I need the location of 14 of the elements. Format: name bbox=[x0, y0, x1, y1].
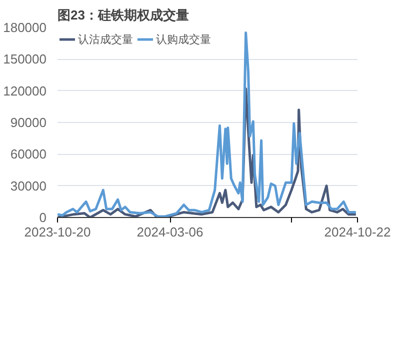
y-tick-label: 180000 bbox=[3, 20, 47, 35]
legend-label: 认购成交量 bbox=[156, 32, 211, 46]
chart-title: 图23：硅铁期权成交量 bbox=[58, 8, 189, 22]
y-tick-label: 150000 bbox=[3, 52, 47, 67]
legend-label: 认沽成交量 bbox=[78, 32, 133, 46]
x-tick-label: 2023-10-20 bbox=[24, 224, 91, 240]
y-tick-label: 90000 bbox=[10, 115, 47, 130]
y-tick-label: 0 bbox=[39, 210, 47, 225]
y-tick-label: 30000 bbox=[10, 178, 47, 194]
x-tick-label: 2024-03-06 bbox=[136, 224, 204, 240]
x-tick-label: 2024-10-22 bbox=[324, 224, 391, 240]
y-tick-label: 120000 bbox=[3, 83, 47, 98]
line-series bbox=[58, 32, 358, 218]
y-tick-label: 60000 bbox=[10, 146, 47, 162]
